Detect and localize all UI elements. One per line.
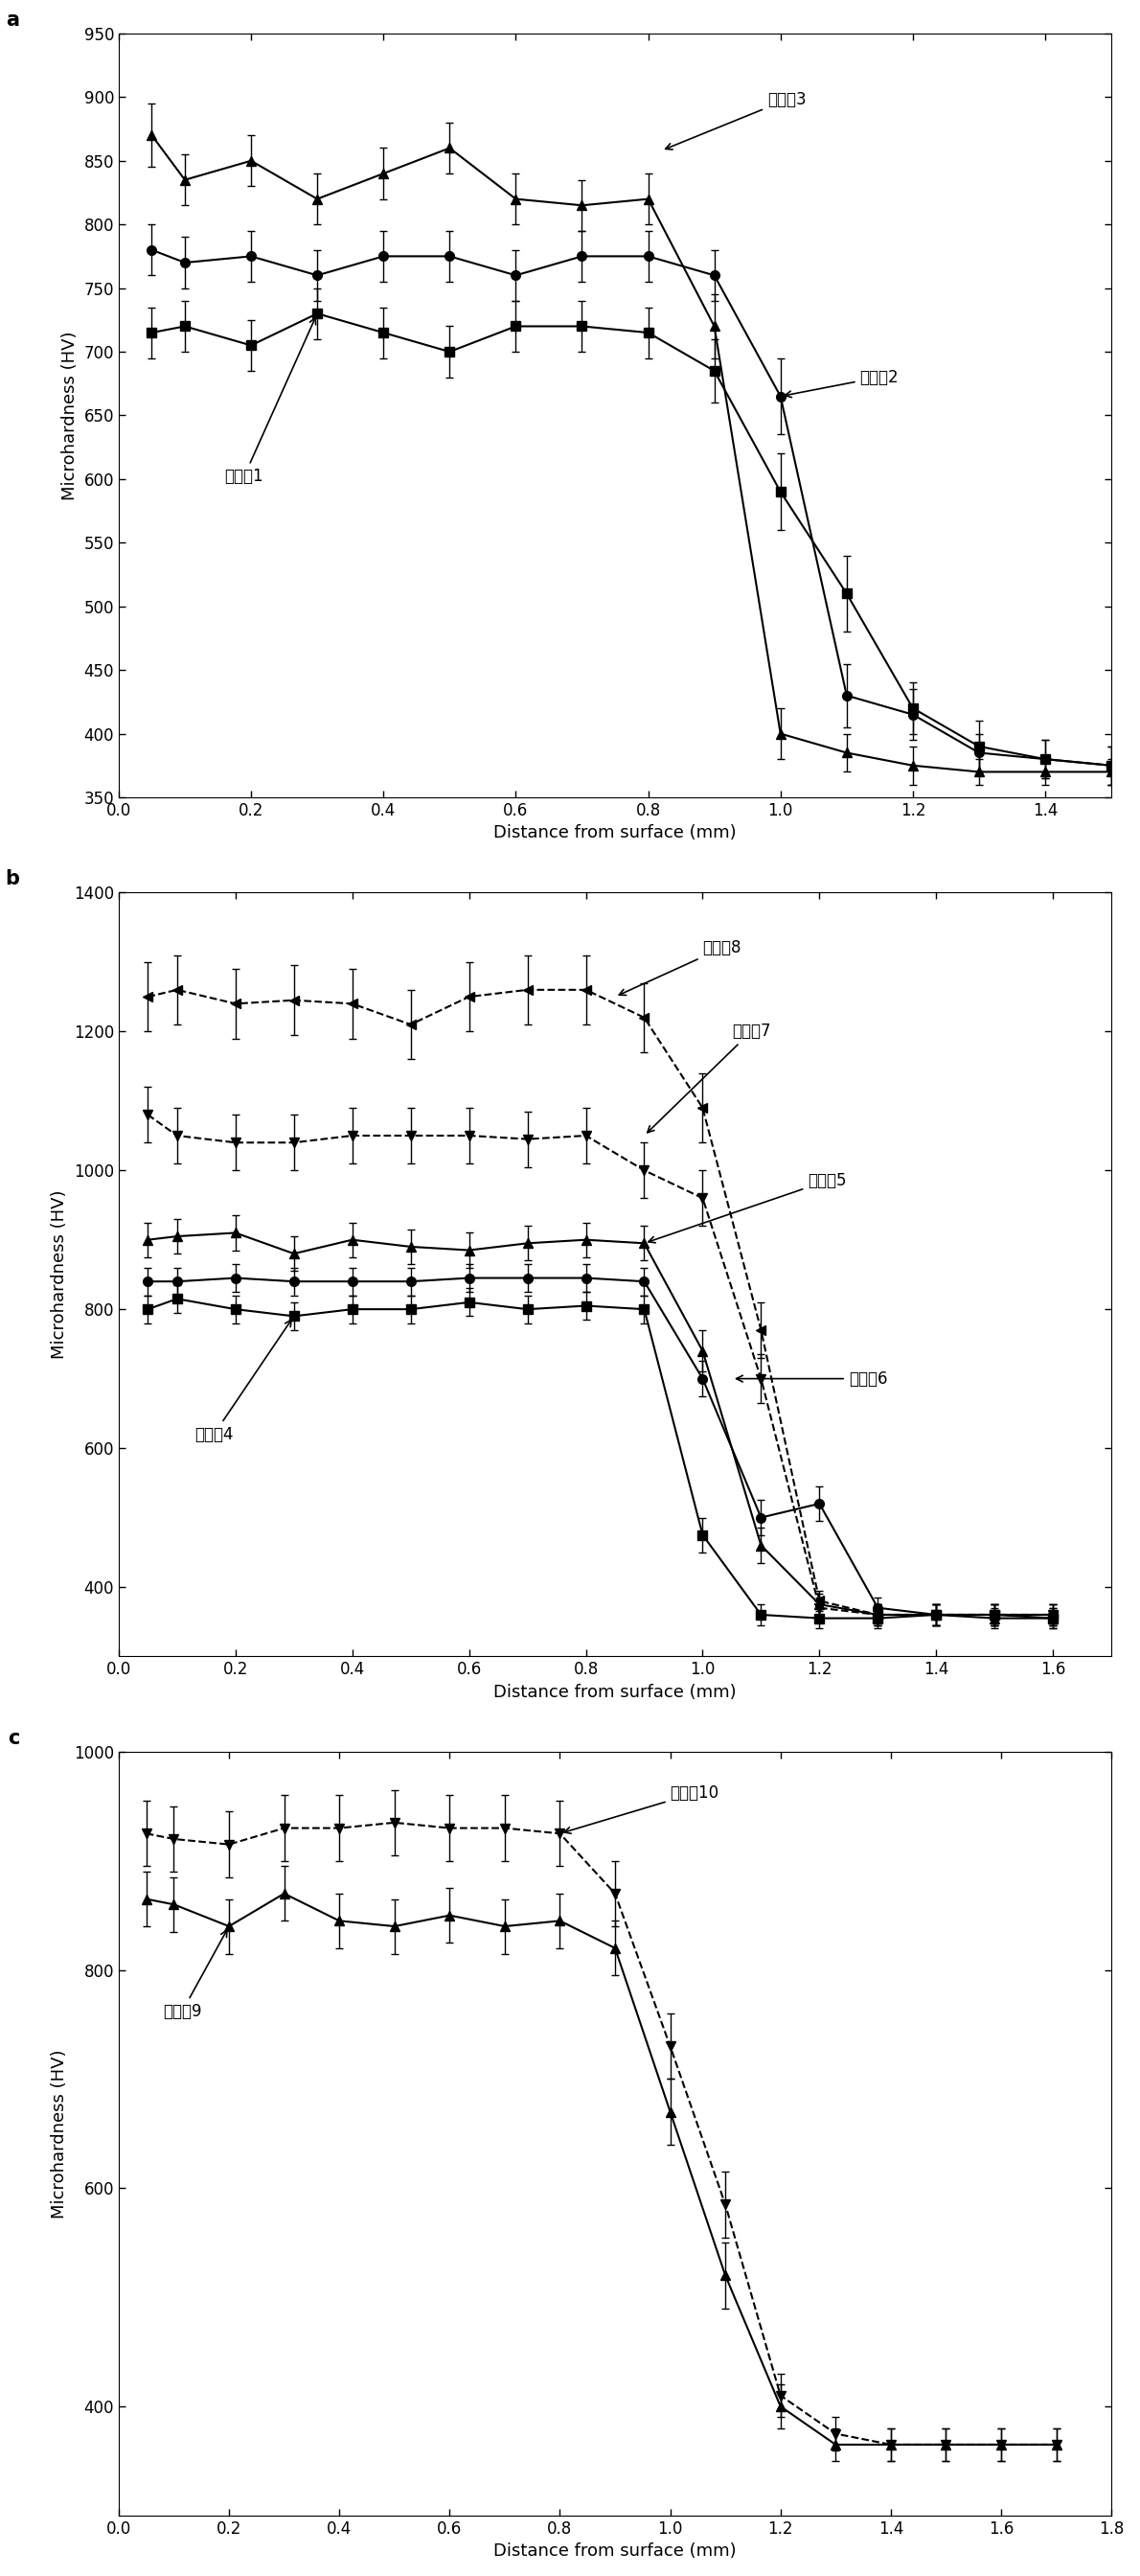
Text: 实施兡5: 实施兡5 xyxy=(649,1172,847,1242)
Y-axis label: Microhardness (HV): Microhardness (HV) xyxy=(51,2048,68,2218)
X-axis label: Distance from surface (mm): Distance from surface (mm) xyxy=(494,824,736,842)
Text: 实施兡2: 实施兡2 xyxy=(784,368,898,397)
Text: c: c xyxy=(8,1728,19,1749)
Text: 实施兡6: 实施兡6 xyxy=(736,1370,887,1388)
Text: b: b xyxy=(5,871,19,889)
Text: 实施兡3: 实施兡3 xyxy=(666,90,806,149)
X-axis label: Distance from surface (mm): Distance from surface (mm) xyxy=(494,1685,736,1700)
Y-axis label: Microhardness (HV): Microhardness (HV) xyxy=(51,1190,68,1360)
X-axis label: Distance from surface (mm): Distance from surface (mm) xyxy=(494,2543,736,2561)
Text: 实施兡7: 实施兡7 xyxy=(648,1023,771,1133)
Text: 实施兡8: 实施兡8 xyxy=(619,940,741,994)
Y-axis label: Microhardness (HV): Microhardness (HV) xyxy=(62,330,79,500)
Text: 实施兡10: 实施兡10 xyxy=(564,1785,719,1834)
Text: a: a xyxy=(6,10,19,31)
Text: 实施兡1: 实施兡1 xyxy=(225,317,316,484)
Text: 实施兡4: 实施兡4 xyxy=(195,1319,292,1443)
Text: 实施兡9: 实施兡9 xyxy=(163,1929,227,2020)
